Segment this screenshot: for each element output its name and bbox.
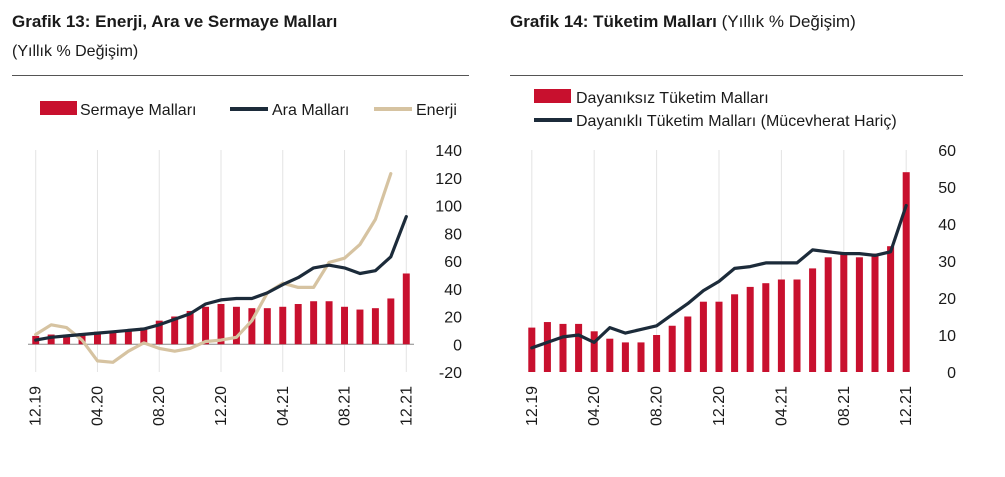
chart14-bar <box>543 322 551 372</box>
chart14-bar <box>809 268 817 372</box>
chart14-series-line <box>530 203 908 350</box>
chart-13-panel: Grafik 13: Enerji, Ara ve Sermaye Mallar… <box>0 0 480 477</box>
chart13-bar <box>294 304 302 345</box>
chart13-bar <box>325 301 333 345</box>
chart13-x-tick-label: 12.20 <box>213 386 230 426</box>
chart14-bar <box>684 316 692 372</box>
chart-13-title-rule <box>12 75 469 76</box>
chart14-bar <box>653 335 661 372</box>
chart13-bar <box>140 327 148 345</box>
chart14-bar <box>606 338 614 372</box>
chart13-bar <box>155 320 163 345</box>
chart14-bar <box>668 325 676 372</box>
chart14-bar <box>746 286 754 372</box>
chart13-bar <box>279 306 287 345</box>
chart14-y-tick-label: 60 <box>938 143 956 160</box>
chart14-x-tick-label: 04.20 <box>586 386 603 426</box>
chart13-y-tick-label: 0 <box>453 337 462 354</box>
legend-label-sermaye: Sermaye Malları <box>80 102 196 119</box>
chart13-x-tick-label: 12.21 <box>398 386 415 426</box>
chart-14-title-bold: Grafik 14: Tüketim Malları <box>510 12 717 31</box>
legend-swatch-bar <box>40 101 77 115</box>
chart13-bar <box>124 330 132 345</box>
chart13-x-tick-label: 04.20 <box>89 386 106 426</box>
chart13-bar <box>248 308 256 345</box>
chart14-bar <box>793 279 801 372</box>
chart14-y-tick-label: 40 <box>938 217 956 234</box>
chart14-bar <box>902 172 910 372</box>
chart13-bar <box>371 308 379 345</box>
legend-label-dayaniksiz: Dayanıksız Tüketim Malları <box>576 90 769 107</box>
chart14-y-tick-label: 30 <box>938 254 956 271</box>
chart13-x-tick-label: 08.21 <box>337 386 354 426</box>
chart14-x-tick-label: 12.19 <box>524 386 541 426</box>
chart14-bar <box>840 253 848 372</box>
chart13-series-line <box>34 215 408 342</box>
chart14-bar <box>575 323 583 372</box>
chart13-bar <box>356 309 364 345</box>
chart14-x-tick-label: 04.21 <box>773 386 790 426</box>
chart-14-panel: Grafik 14: Tüketim Malları (Yıllık % Değ… <box>500 0 1005 477</box>
chart14-bar <box>855 257 863 372</box>
chart14-bar <box>887 246 895 372</box>
chart13-y-tick-label: 100 <box>435 199 462 216</box>
chart13-series-line <box>34 172 393 364</box>
chart13-bar <box>402 273 410 345</box>
chart14-bar <box>699 301 707 372</box>
chart14-bar <box>731 294 739 372</box>
legend-label-ara: Ara Malları <box>272 102 349 119</box>
chart14-x-tick-label: 12.21 <box>898 386 915 426</box>
chart13-bar <box>263 308 271 345</box>
chart-14-svg: Dayanıksız Tüketim Malları Dayanıklı Tüke… <box>524 89 956 426</box>
chart13-bar <box>94 331 101 345</box>
chart14-bar <box>715 301 723 372</box>
chart14-bar <box>762 283 770 372</box>
chart14-bar <box>528 327 536 372</box>
chart14-bar <box>590 331 598 372</box>
chart14-bar <box>824 257 832 372</box>
legend-swatch-bar <box>534 89 571 103</box>
chart13-bar <box>217 304 225 345</box>
chart14-y-tick-label: 10 <box>938 328 956 345</box>
chart13-y-tick-label: 60 <box>444 254 462 271</box>
chart13-bar <box>186 310 194 345</box>
chart-13-svg: Sermaye Malları Ara Malları Enerji -20 0 20 40… <box>28 101 462 426</box>
chart14-y-tick-label: 50 <box>938 180 956 197</box>
chart13-x-tick-label: 12.19 <box>28 386 45 426</box>
chart-13-title: Grafik 13: Enerji, Ara ve Sermaye Mallar… <box>12 12 338 31</box>
chart14-bar <box>777 279 785 372</box>
chart13-bar <box>310 301 318 345</box>
chart13-bar <box>109 331 117 345</box>
chart14-bar <box>637 342 645 372</box>
chart14-bar <box>621 342 629 372</box>
chart13-bar <box>202 306 210 345</box>
chart-14-title-rest: (Yıllık % Değişim) <box>716 12 856 31</box>
chart13-y-tick-label: 120 <box>435 171 462 188</box>
chart13-y-tick-label: 40 <box>444 282 462 299</box>
chart13-x-tick-label: 08.20 <box>151 386 168 426</box>
chart13-x-tick-label: 04.21 <box>275 386 292 426</box>
chart14-x-tick-label: 12.20 <box>711 386 728 426</box>
chart14-bar <box>559 323 567 372</box>
chart13-y-tick-label: 80 <box>444 226 462 243</box>
chart13-bar <box>47 334 55 345</box>
chart13-bar <box>171 316 179 345</box>
chart14-x-tick-label: 08.20 <box>649 386 666 426</box>
chart-14-title-rule <box>510 75 963 76</box>
chart-13-subtitle: (Yıllık % Değişim) <box>12 43 139 60</box>
chart13-y-tick-label: 20 <box>444 310 462 327</box>
chart14-y-tick-label: 0 <box>947 365 956 382</box>
chart13-y-tick-label: -20 <box>439 365 462 382</box>
chart14-bar <box>871 253 879 372</box>
chart13-bar <box>387 298 395 345</box>
legend-label-dayanikli: Dayanıklı Tüketim Malları (Mücevherat Ha… <box>576 113 897 130</box>
chart14-y-tick-label: 20 <box>938 291 956 308</box>
chart13-bar <box>63 334 71 345</box>
chart13-bar <box>341 306 348 345</box>
chart14-x-tick-label: 08.21 <box>836 386 853 426</box>
chart13-y-tick-label: 140 <box>435 143 462 160</box>
legend-label-enerji: Enerji <box>416 102 457 119</box>
chart-14-title: Grafik 14: Tüketim Malları (Yıllık % Değ… <box>510 12 856 32</box>
chart13-bar <box>232 306 240 345</box>
